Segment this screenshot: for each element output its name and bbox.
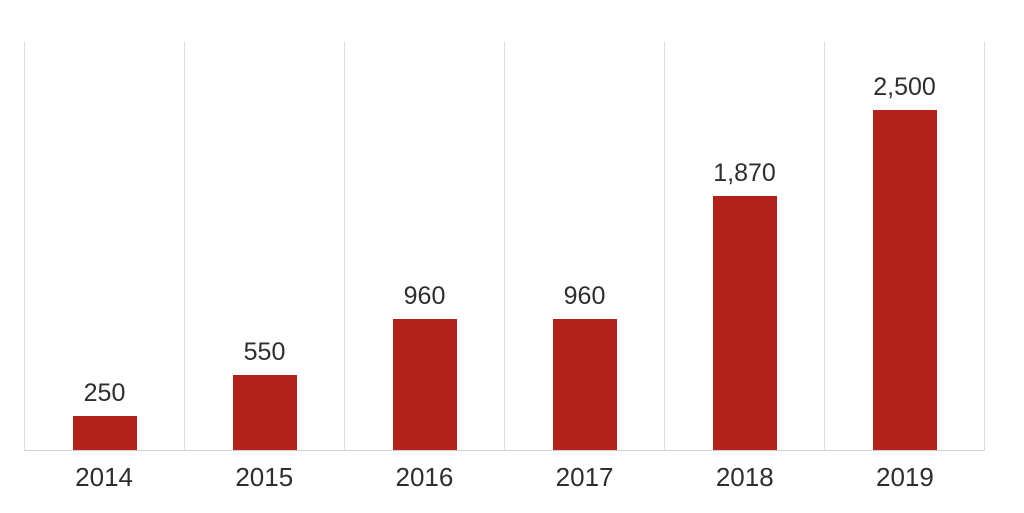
plot-column: 1,870 bbox=[664, 42, 824, 450]
x-axis-label-2015: 2015 bbox=[235, 462, 294, 492]
x-axis-labels: 2014 2015 2016 2017 2018 2019 bbox=[24, 462, 985, 493]
x-axis-label-2018: 2018 bbox=[715, 462, 774, 492]
bar-2019 bbox=[872, 110, 937, 450]
value-label-2018: 1,870 bbox=[713, 159, 776, 187]
plot-column: 960 bbox=[504, 42, 664, 450]
plot-area: 250 550 960 960 1,870 2,500 bbox=[24, 42, 985, 451]
value-label-2016: 960 bbox=[403, 282, 446, 310]
value-label-2014: 250 bbox=[83, 379, 126, 407]
bar-2016 bbox=[392, 319, 457, 450]
value-label-2015: 550 bbox=[243, 338, 286, 366]
value-label-2019: 2,500 bbox=[873, 73, 936, 101]
x-axis-label-2016: 2016 bbox=[395, 462, 454, 492]
x-axis-label-2017: 2017 bbox=[555, 462, 614, 492]
plot-column: 550 bbox=[184, 42, 344, 450]
x-axis-label-2014: 2014 bbox=[75, 462, 133, 492]
bar-2017 bbox=[552, 319, 617, 450]
bar-2018 bbox=[712, 196, 777, 450]
plot-column: 250 bbox=[24, 42, 184, 450]
value-label-2017: 960 bbox=[563, 282, 606, 310]
x-axis-label-2019: 2019 bbox=[876, 462, 934, 492]
plot-column: 960 bbox=[344, 42, 504, 450]
bar-2015 bbox=[232, 375, 297, 450]
plot-column: 2,500 bbox=[824, 42, 984, 450]
bar-2014 bbox=[72, 416, 137, 450]
